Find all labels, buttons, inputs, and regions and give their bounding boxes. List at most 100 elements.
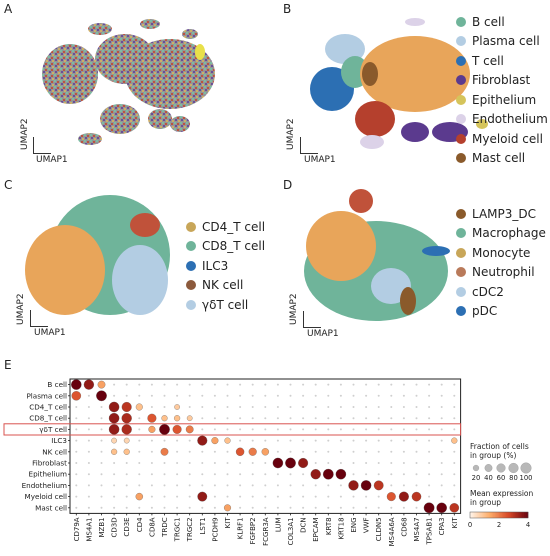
background-dot [239,473,242,476]
background-dot [150,439,153,442]
background-dot [390,394,393,397]
background-dot [289,406,292,408]
background-dot [302,417,305,420]
background-dot [138,473,141,476]
background-dot [176,495,179,498]
legend-swatch [456,247,466,258]
column-labels: CD79A MS4A1 MZB1 CD3D CD3E CD4 CD8A TRDC TRGC1 TR… [73,513,459,546]
background-dot [289,495,292,498]
background-dot [125,506,128,509]
legend-item-pdc: pDC [456,302,546,322]
background-dot [339,428,342,431]
background-dot [239,394,242,397]
legend-swatch [456,55,466,66]
column-label: FGFBP2 [249,517,257,544]
legend-swatch [186,241,196,252]
umap1-label-a: UMAP1 [36,155,68,165]
background-dot [415,428,418,431]
colorbar-segment [493,512,495,518]
background-dot [75,462,78,464]
colorbar-segment [526,512,529,518]
background-dot [453,484,456,487]
column-label: FCGR3A [262,517,270,546]
background-dot [264,439,267,442]
expression-dot [223,504,232,512]
size-legend-dot [484,464,493,472]
background-dot [327,406,330,408]
background-dot [87,484,90,487]
background-dot [163,462,166,464]
panel-label-e: E [4,358,12,372]
background-dot [150,462,153,464]
background-dot [100,473,103,476]
colorbar-segment [484,512,487,518]
background-dot [239,406,242,408]
expression-dot [360,480,372,491]
background-dot [75,495,78,498]
background-dot [428,406,431,408]
background-dot [87,406,90,408]
expression-dot [186,415,193,422]
expression-dot [185,425,194,434]
dotplot-chart: B cell Plasma cell CD4_T cell CD8_T cell γδT… [3,378,534,546]
column-label: TRDC [161,517,169,538]
background-dot [415,394,418,397]
row-label: Epithelium [29,470,67,479]
background-dot [176,462,179,464]
background-dot [415,484,418,487]
umap2-label-c: UMAP2 [16,293,26,325]
panel-label-c: C [4,178,13,192]
background-dot [100,484,103,487]
background-dot [314,506,317,509]
background-dot [314,406,317,408]
background-dot [453,450,456,453]
expression-dot [436,502,447,514]
background-dot [125,484,128,487]
background-dot [365,495,368,498]
legend-item-myeloid-cell: Myeloid cell [456,129,548,149]
background-dot [402,506,405,509]
background-dot [213,417,216,420]
background-dot [213,428,216,431]
background-dot [176,473,179,476]
background-dot [226,428,229,431]
background-dot [402,428,405,431]
background-dot [402,484,405,487]
legend-item-b-cell: B cell [456,12,548,32]
umap-plot-d [304,189,450,321]
background-dot [226,383,229,386]
background-dot [75,450,78,453]
background-dot [289,394,292,397]
colorbar-segment [512,512,514,518]
background-dot [289,473,292,476]
highlight-row-outline [3,423,462,436]
column-label: KRT18 [337,517,345,539]
background-dot [327,495,330,498]
background-dot [201,428,204,431]
column-label: LUM [274,517,282,532]
expression-dot [108,401,120,413]
background-dot [163,495,166,498]
background-dot [176,394,179,397]
legend-item-epithelium: Epithelium [456,90,548,110]
row-label: Mast cell [35,503,67,512]
background-dot [415,417,418,420]
row-label: B cell [47,380,67,389]
legend-label: CD8_T cell [202,239,266,254]
colorbar-tick: 2 [497,521,501,529]
background-dot [352,439,355,442]
background-dot [390,450,393,453]
background-dot [428,428,431,431]
expression-dot [272,457,284,469]
background-dot [289,428,292,431]
legend-swatch [456,228,466,239]
column-label: KIT [224,517,232,529]
background-dot [100,406,103,408]
legend-label: Myeloid cell [472,131,543,146]
background-dot [264,462,267,464]
background-dot [100,495,103,498]
background-dot [213,495,216,498]
background-dot [402,406,405,408]
background-dot [365,394,368,397]
background-dot [327,394,330,397]
